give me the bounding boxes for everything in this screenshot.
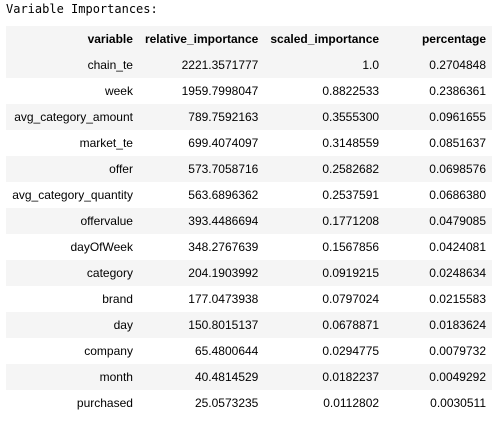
relative-importance-cell: 2221.3571777 (181, 58, 259, 72)
relative-importance-cell: 563.6896362 (188, 188, 259, 202)
relative-importance-cell: 177.0473938 (188, 292, 259, 306)
scaled-importance-cell: 0.0678871 (322, 318, 380, 332)
table-row: chain_te 2221.3571777 1.0 0.2704848 (6, 52, 492, 78)
relative-importance-cell: 1959.7998047 (181, 84, 259, 98)
variable-cell: category (86, 266, 133, 280)
table-row: month 40.4814529 0.0182237 0.0049292 (6, 364, 492, 390)
percentage-cell: 0.0248634 (429, 266, 486, 280)
variable-cell: offervalue (80, 214, 133, 228)
scaled-importance-cell: 0.0919215 (322, 266, 380, 280)
percentage-cell: 0.0424081 (429, 240, 486, 254)
table-row: week 1959.7998047 0.8822533 0.2386361 (6, 78, 492, 104)
column-header-relative-importance: relative_importance (144, 32, 259, 46)
percentage-cell: 0.2704848 (429, 58, 486, 72)
scaled-importance-cell: 1.0 (362, 58, 380, 72)
variable-cell: avg_category_quantity (12, 188, 133, 202)
relative-importance-cell: 393.4486694 (188, 214, 259, 228)
variable-cell: dayOfWeek (70, 240, 133, 254)
relative-importance-cell: 25.0573235 (194, 396, 259, 410)
scaled-importance-cell: 0.3555300 (322, 110, 380, 124)
table-row: day 150.8015137 0.0678871 0.0183624 (6, 312, 492, 338)
relative-importance-cell: 40.4814529 (194, 370, 259, 384)
variable-cell: chain_te (87, 58, 133, 72)
variable-cell: week (104, 84, 133, 98)
variable-cell: avg_category_amount (14, 110, 133, 124)
percentage-cell: 0.0851637 (429, 136, 486, 150)
table-row: purchased 25.0573235 0.0112802 0.0030511 (6, 390, 492, 416)
variable-cell: company (84, 344, 133, 358)
table-row: category 204.1903992 0.0919215 0.0248634 (6, 260, 492, 286)
percentage-cell: 0.0479085 (429, 214, 486, 228)
table-row: market_te 699.4074097 0.3148559 0.0851637 (6, 130, 492, 156)
table-row: offer 573.7058716 0.2582682 0.0698576 (6, 156, 492, 182)
percentage-cell: 0.0030511 (430, 396, 486, 410)
relative-importance-cell: 150.8015137 (188, 318, 259, 332)
variable-importances-table: variable relative_importance scaled_impo… (6, 26, 492, 416)
percentage-cell: 0.0183624 (429, 318, 486, 332)
percentage-cell: 0.0686380 (429, 188, 486, 202)
percentage-cell: 0.0215583 (429, 292, 486, 306)
scaled-importance-cell: 0.2582682 (322, 162, 380, 176)
table-row: offervalue 393.4486694 0.1771208 0.0479085 (6, 208, 492, 234)
column-header-percentage: percentage (421, 32, 486, 46)
scaled-importance-cell: 0.2537591 (322, 188, 380, 202)
scaled-importance-cell: 0.0797024 (322, 292, 380, 306)
table-row: dayOfWeek 348.2767639 0.1567856 0.0424081 (6, 234, 492, 260)
relative-importance-cell: 573.7058716 (188, 162, 259, 176)
percentage-cell: 0.0079732 (429, 344, 486, 358)
relative-importance-cell: 65.4800644 (194, 344, 259, 358)
variable-cell: offer (109, 162, 133, 176)
table-row: brand 177.0473938 0.0797024 0.0215583 (6, 286, 492, 312)
table-row: company 65.4800644 0.0294775 0.0079732 (6, 338, 492, 364)
column-header-variable: variable (87, 32, 133, 46)
relative-importance-cell: 699.4074097 (188, 136, 259, 150)
output-caption: Variable Importances: (6, 2, 158, 16)
column-header-scaled-importance: scaled_importance (270, 32, 380, 46)
relative-importance-cell: 204.1903992 (188, 266, 259, 280)
percentage-cell: 0.0961655 (429, 110, 486, 124)
variable-cell: month (99, 370, 133, 384)
percentage-cell: 0.2386361 (429, 84, 486, 98)
scaled-importance-cell: 0.1771208 (322, 214, 380, 228)
variable-cell: day (113, 318, 133, 332)
scaled-importance-cell: 0.0112802 (323, 396, 380, 410)
scaled-importance-cell: 0.1567856 (322, 240, 380, 254)
variable-cell: market_te (79, 136, 133, 150)
scaled-importance-cell: 0.3148559 (322, 136, 380, 150)
relative-importance-cell: 348.2767639 (188, 240, 259, 254)
percentage-cell: 0.0049292 (429, 370, 486, 384)
table-row: avg_category_quantity 563.6896362 0.253759… (6, 182, 492, 208)
variable-cell: purchased (76, 396, 133, 410)
table-row: avg_category_amount 789.7592163 0.3555300 0… (6, 104, 492, 130)
table-body: chain_te 2221.3571777 1.0 0.2704848 week 1959… (6, 52, 492, 416)
relative-importance-cell: 789.7592163 (188, 110, 259, 124)
variable-cell: brand (102, 292, 133, 306)
scaled-importance-cell: 0.0294775 (322, 344, 380, 358)
scaled-importance-cell: 0.8822533 (322, 84, 380, 98)
scaled-importance-cell: 0.0182237 (322, 370, 380, 384)
percentage-cell: 0.0698576 (429, 162, 486, 176)
table-header-row: variable relative_importance scaled_impo… (6, 26, 492, 52)
